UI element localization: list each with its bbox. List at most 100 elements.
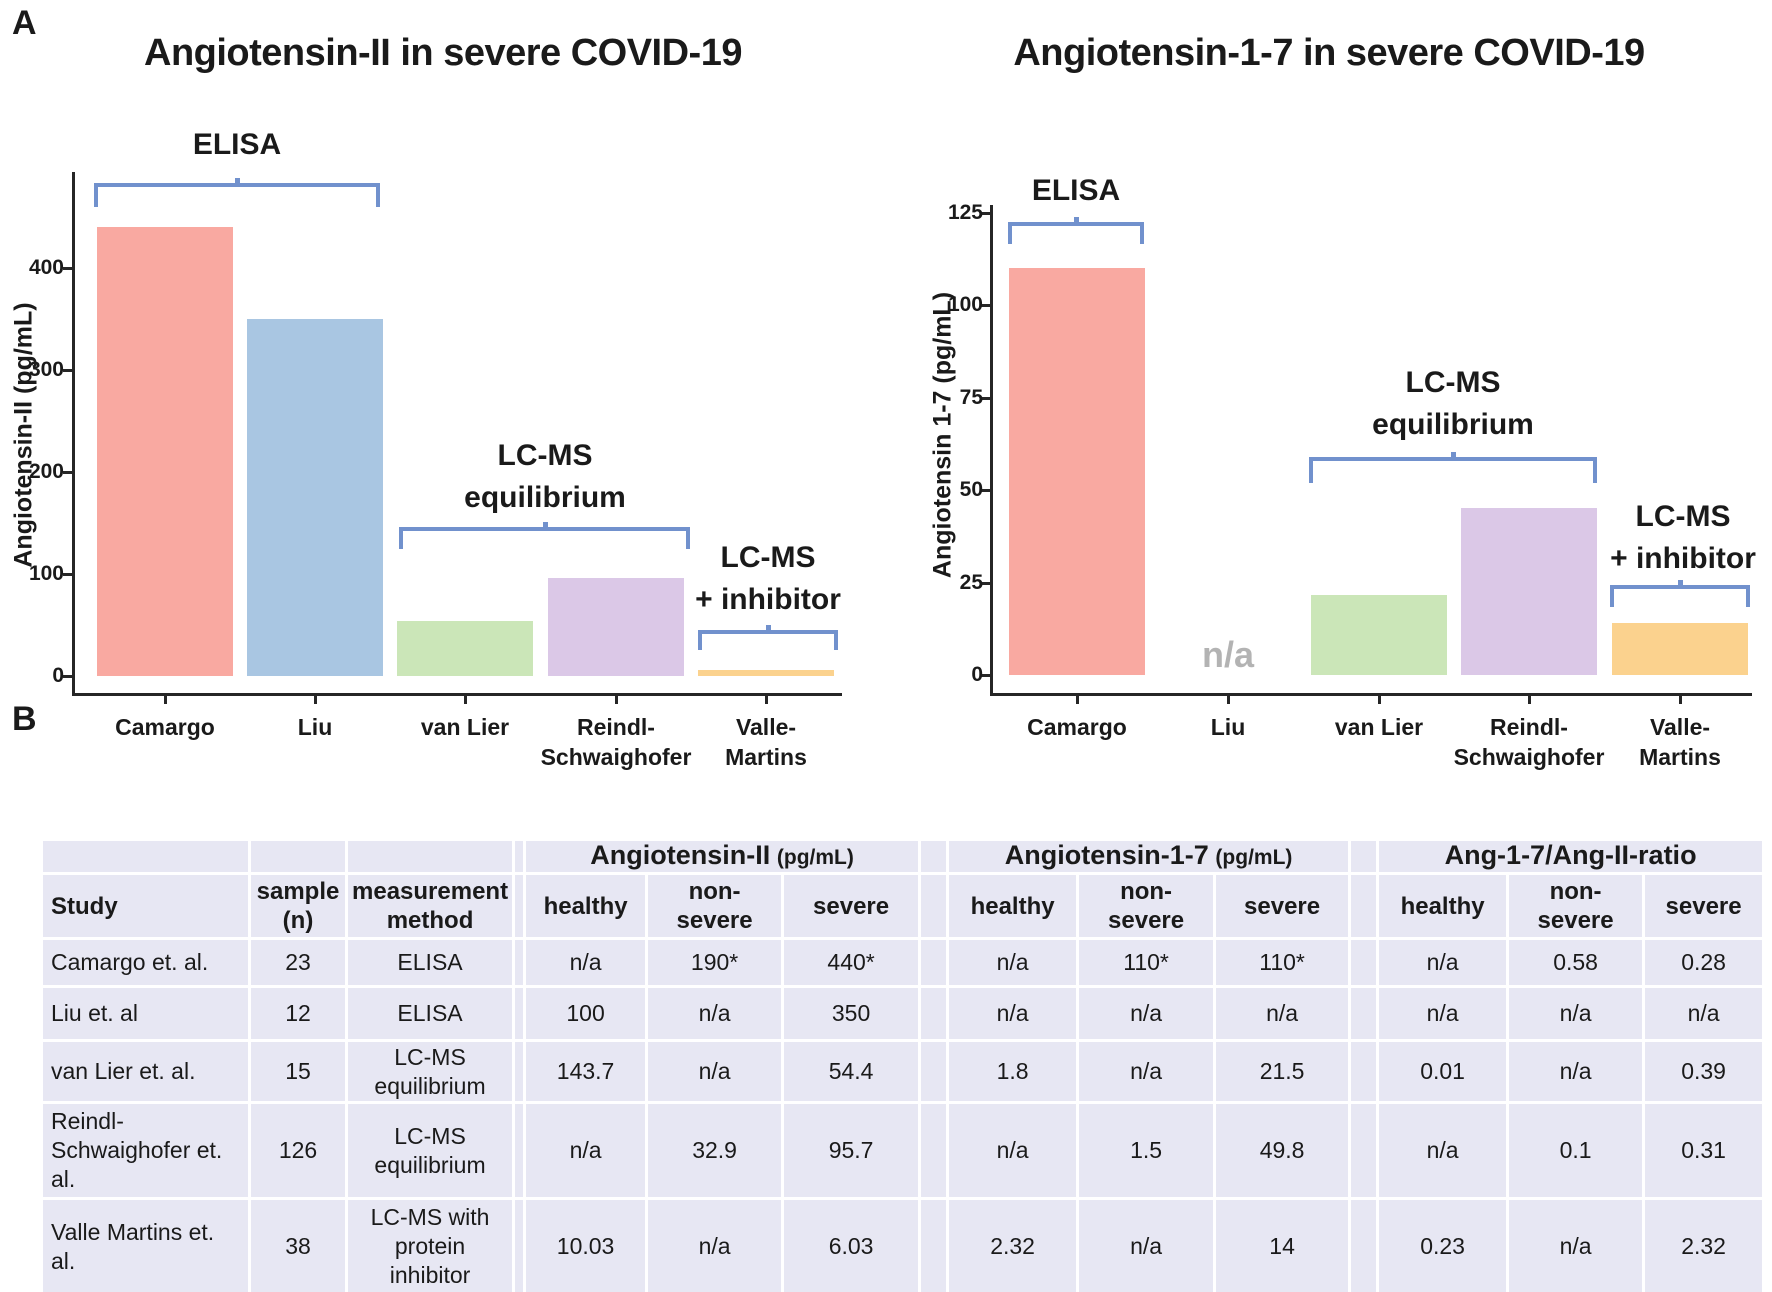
empty-header-cell <box>40 838 251 875</box>
table-cell-study: Camargo et. al. <box>40 937 251 988</box>
table-cell-value: 54.4 <box>781 1039 922 1104</box>
spacer-cell <box>512 985 527 1042</box>
column-header-measurement-method: measurement method <box>344 872 516 940</box>
spacer-cell <box>918 1039 950 1104</box>
table-row-reindl-schwaighofer-et-al: Reindl-Schwaighofer et. al. 126 LC-MS equi… <box>40 1101 1766 1200</box>
column-header-non-severe: non-severe <box>1076 872 1217 940</box>
column-header-non-severe: non-severe <box>645 872 785 940</box>
table-cell-value: ELISA <box>344 985 516 1042</box>
spacer-cell <box>1348 838 1380 875</box>
column-header-sample-n: sample (n) <box>248 872 348 940</box>
y-tick-label: 50 <box>959 478 983 501</box>
table-cell-value: n/a <box>523 1101 649 1200</box>
y-tick-label: 200 <box>28 460 64 483</box>
table-cell-value: n/a <box>1213 985 1352 1042</box>
x-category-label-van-lier: van Lier <box>1334 714 1424 740</box>
table-row-van-lier-et-al: van Lier et. al. 15 LC-MS equilibrium 143.7… <box>40 1039 1766 1104</box>
table-cell-value: 21.5 <box>1213 1039 1352 1104</box>
table-cell-value: 15 <box>248 1039 348 1104</box>
y-tick-mark <box>63 471 72 474</box>
na-value-label: n/a <box>1201 634 1255 675</box>
y-tick-mark <box>981 211 990 215</box>
table-cell-value: 190* <box>645 937 785 988</box>
table-cell-value: n/a <box>523 937 649 988</box>
bracket-label-equilibrium: equilibrium <box>1372 408 1534 441</box>
bar-camargo <box>97 227 233 676</box>
spacer-cell <box>512 872 527 940</box>
table-cell-value: 2.32 <box>1642 1197 1766 1292</box>
y-tick-label: 75 <box>959 385 983 409</box>
bracket-label-lc-ms: LC-MS <box>1405 366 1501 399</box>
panel-b-label: B <box>12 700 37 738</box>
x-axis-line <box>990 693 1752 696</box>
bracket-center-nub <box>1678 580 1683 589</box>
table-cell-value: 0.01 <box>1376 1039 1510 1104</box>
table-cell-value: LC-MS equilibrium <box>344 1101 516 1200</box>
x-category-label-camargo: Camargo <box>1027 714 1127 740</box>
bracket-center-nub <box>766 625 771 634</box>
table-cell-value: n/a <box>645 985 785 1042</box>
y-tick-mark <box>63 573 72 576</box>
bracket-label-lc-ms: LC-MS <box>720 541 816 574</box>
table-row-camargo-et-al: Camargo et. al. 23 ELISA n/a 190* 440* n/a 110*… <box>40 937 1766 988</box>
table-cell-value: n/a <box>946 1101 1080 1200</box>
x-category-label-valle-martins: Valle- Martins <box>725 714 807 770</box>
table-cell-value: 0.39 <box>1642 1039 1766 1104</box>
table-cell-study: van Lier et. al. <box>40 1039 251 1104</box>
bar-van-lier <box>1311 595 1447 675</box>
y-tick-mark <box>981 489 990 492</box>
group-header-unit: (pg/mL) <box>1215 846 1293 869</box>
column-header-severe: severe <box>781 872 922 940</box>
empty-header-cell <box>248 838 348 875</box>
x-tick-mark <box>1076 696 1079 704</box>
table-cell-value: n/a <box>946 937 1080 988</box>
table-cell-value: n/a <box>645 1197 785 1292</box>
significance-bracket-lc-ms-equilibrium <box>399 522 690 549</box>
table-cell-value: 0.1 <box>1506 1101 1646 1200</box>
bar-valle-martins <box>1612 623 1748 675</box>
table-cell-value: 10.03 <box>523 1197 649 1292</box>
table-cell-study: Valle Martins et. al. <box>40 1197 251 1292</box>
table-cell-value: n/a <box>1376 985 1510 1042</box>
table-cell-value: 100 <box>523 985 649 1042</box>
y-tick-mark <box>63 267 72 270</box>
x-category-label-valle-martins: Valle- Martins <box>1639 714 1721 770</box>
table-cell-value: 110* <box>1076 937 1217 988</box>
table-cell-value: 6.03 <box>781 1197 922 1292</box>
column-header-severe: severe <box>1642 872 1766 940</box>
table-row-valle-martins-et-al: Valle Martins et. al. 38 LC-MS with protei… <box>40 1197 1766 1292</box>
x-tick-mark <box>615 696 618 704</box>
table-row-liu-et-al: Liu et. al 12 ELISA 100 n/a 350 n/a n/a n/a n/a n/… <box>40 985 1766 1042</box>
bar-camargo <box>1009 268 1145 675</box>
significance-bracket-elisa <box>1008 217 1144 244</box>
table-cell-value: 1.8 <box>946 1039 1080 1104</box>
group-header-unit: (pg/mL) <box>776 846 854 869</box>
x-category-label-van-lier: van Lier <box>420 714 510 740</box>
spacer-cell <box>1348 1101 1380 1200</box>
y-tick-label: 125 <box>947 200 983 224</box>
table-cell-value: 0.31 <box>1642 1101 1766 1200</box>
x-tick-mark <box>765 696 768 704</box>
spacer-cell <box>1348 872 1380 940</box>
bracket-center-nub <box>542 522 548 531</box>
table-cell-value: 14 <box>1213 1197 1352 1292</box>
table-cell-value: n/a <box>1076 1039 1217 1104</box>
y-axis-title-angiotensin-ii: Angiotensin-II (pg/mL) <box>9 302 38 568</box>
bar-reindl-schwaighofer <box>1461 508 1597 675</box>
x-tick-mark <box>1378 696 1381 704</box>
spacer-cell <box>512 1101 527 1200</box>
table-cell-study: Reindl-Schwaighofer et. al. <box>40 1101 251 1200</box>
table-cell-value: 0.58 <box>1506 937 1646 988</box>
table-cell-value: n/a <box>946 985 1080 1042</box>
bar-reindl-schwaighofer <box>548 578 684 676</box>
chart-title-angiotensin-ii: Angiotensin-II in severe COVID-19 <box>144 32 742 74</box>
y-tick-label: 0 <box>971 663 983 686</box>
group-header-label: Angiotensin-1-7 <box>1004 840 1209 870</box>
table-cell-value: 110* <box>1213 937 1352 988</box>
spacer-cell <box>1348 937 1380 988</box>
significance-bracket-lc-ms-inhibitor <box>698 625 838 650</box>
table-cell-value: 95.7 <box>781 1101 922 1200</box>
y-tick-mark <box>63 675 72 678</box>
x-tick-mark <box>314 696 317 704</box>
bracket-label-inhibitor: + inhibitor <box>1610 542 1756 575</box>
